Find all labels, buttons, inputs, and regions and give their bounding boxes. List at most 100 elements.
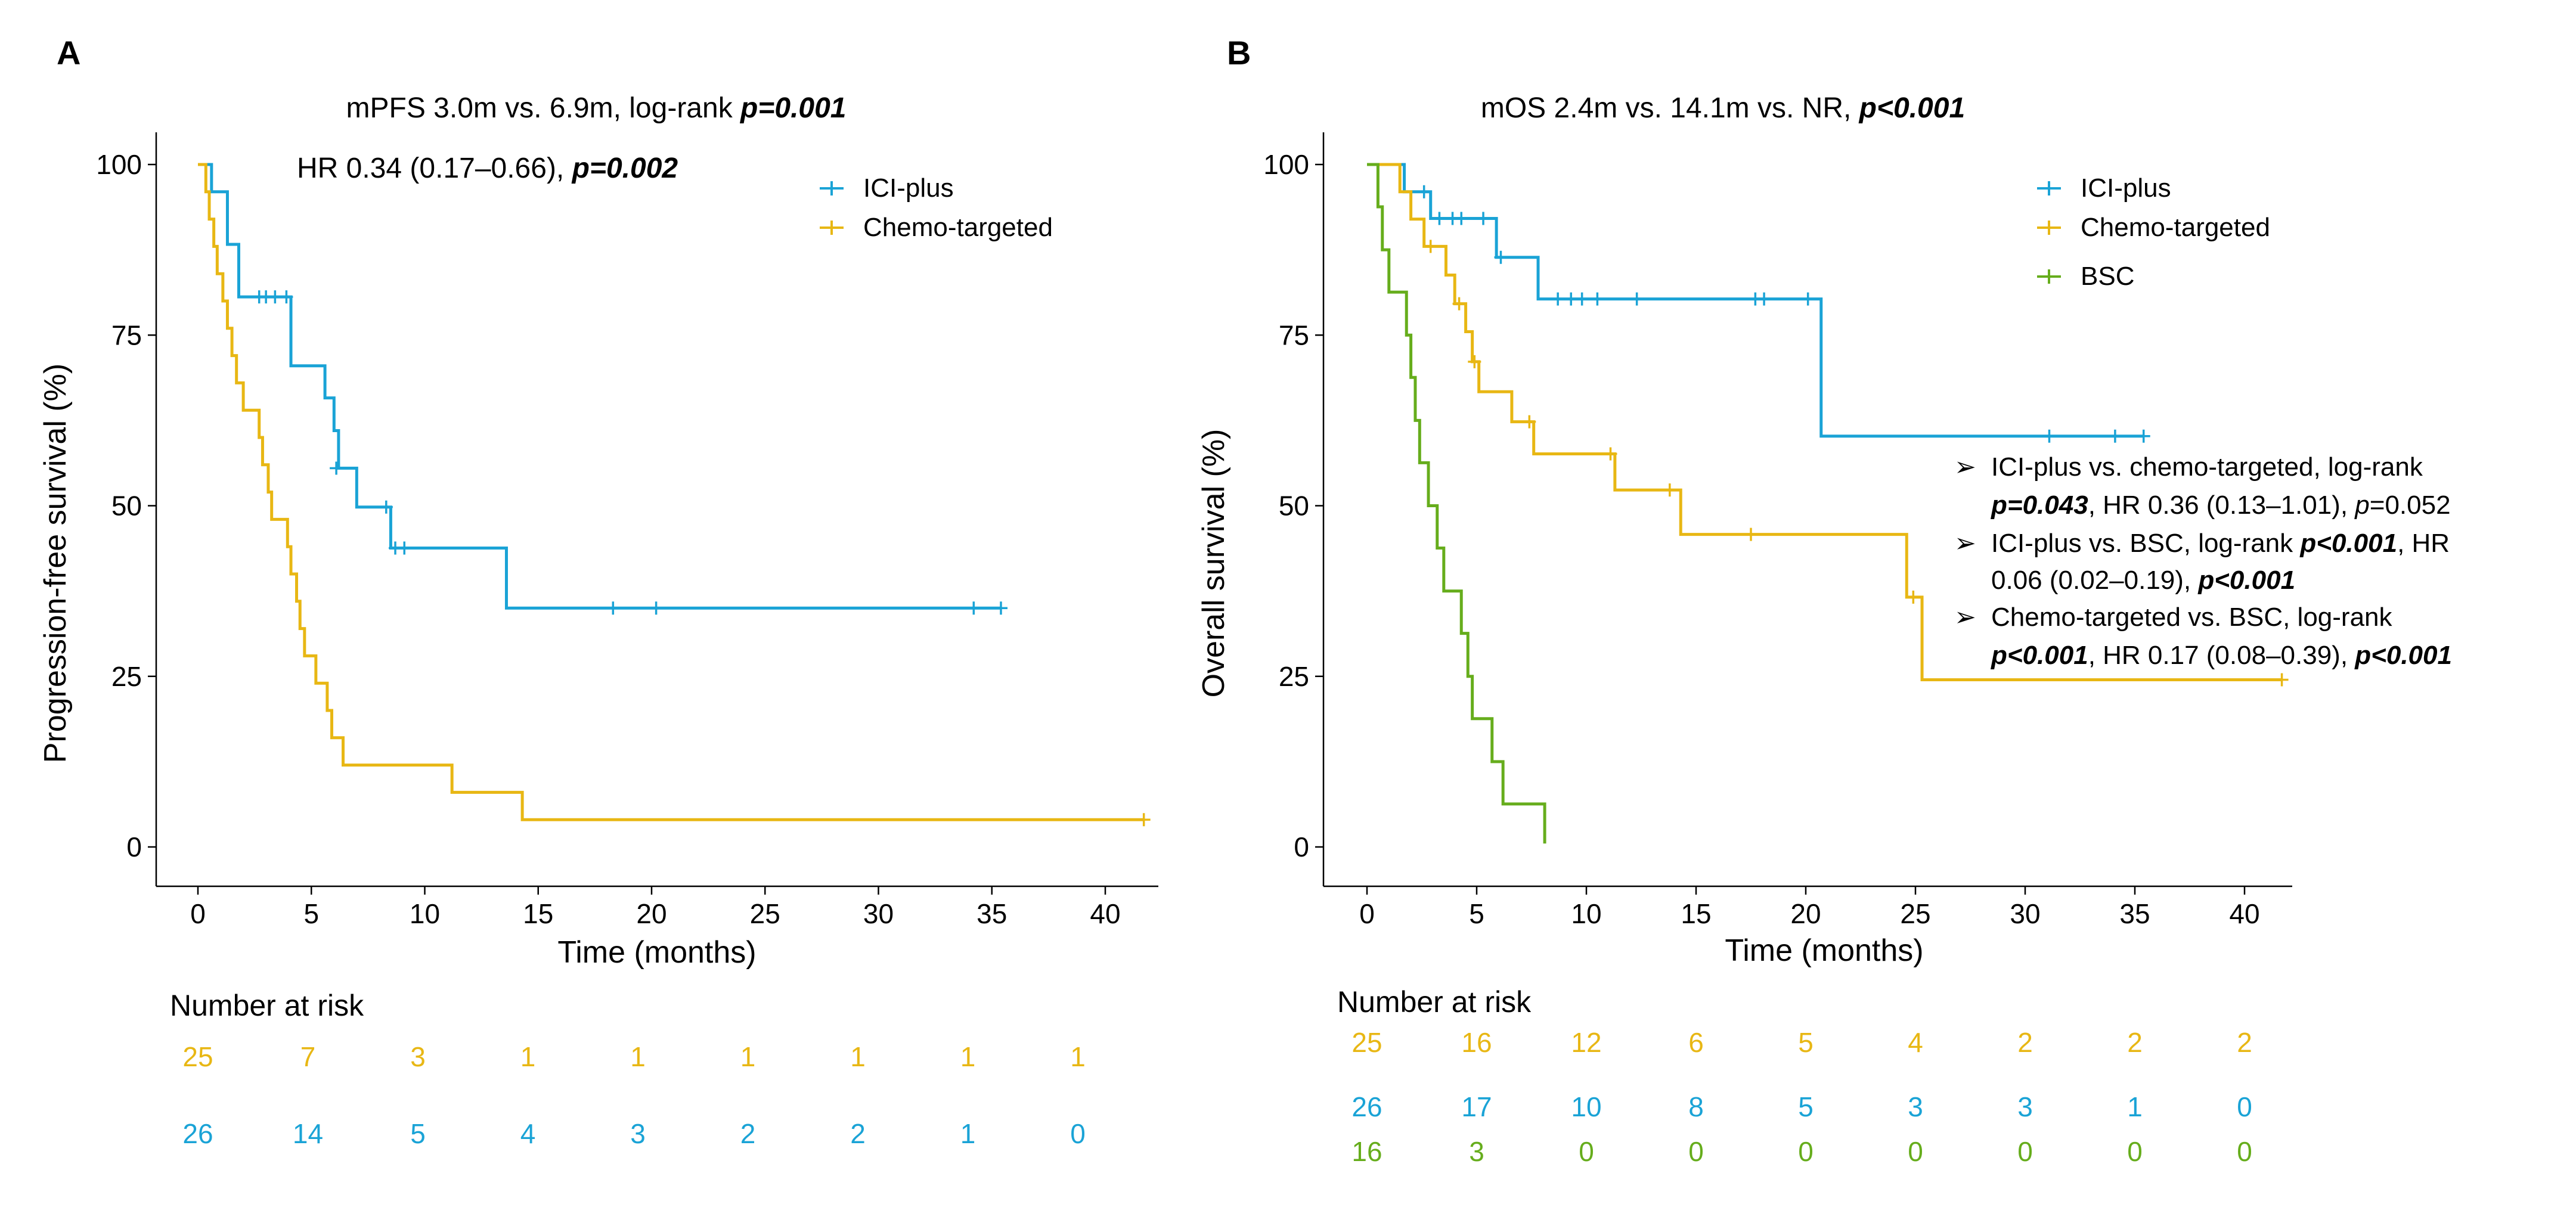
risk-count: 2 — [740, 1118, 756, 1149]
censor-mark-ici-plus — [1494, 250, 1508, 264]
panel-a-legend-chemo-key — [820, 221, 844, 235]
annotation-1-p: p=0.043 — [1991, 491, 2088, 520]
risk-count: 10 — [1571, 1091, 1601, 1122]
x-tick-label: 30 — [2010, 898, 2040, 929]
risk-count: 0 — [2237, 1091, 2252, 1122]
x-tick-label: 25 — [750, 898, 780, 929]
censor-mark-chemo-targeted — [1468, 355, 1481, 368]
y-tick-label: 100 — [1263, 149, 1309, 180]
risk-count: 2 — [2017, 1027, 2033, 1058]
risk-count: 0 — [1798, 1136, 1814, 1167]
risk-count: 0 — [2017, 1136, 2033, 1167]
risk-count: 25 — [182, 1041, 213, 1072]
x-tick-label: 10 — [410, 898, 440, 929]
risk-count: 0 — [1579, 1136, 1594, 1167]
censor-mark-ici-plus — [330, 461, 343, 475]
panel-b-legend-chemo-key — [2037, 221, 2061, 235]
risk-count: 1 — [520, 1041, 536, 1072]
annotation-1-arrow: ➢ — [1954, 452, 1976, 482]
censor-mark-chemo-targeted — [1907, 590, 1920, 604]
legend-swatch — [820, 221, 844, 235]
risk-count: 3 — [410, 1041, 426, 1072]
risk-count: 4 — [1908, 1027, 1923, 1058]
censor-mark-ici-plus — [1564, 292, 1578, 306]
risk-count: 0 — [1688, 1136, 1704, 1167]
risk-count: 7 — [300, 1041, 316, 1072]
annotation-2-hr-label: , HR — [2397, 529, 2450, 558]
risk-count: 1 — [740, 1041, 756, 1072]
risk-count: 1 — [2127, 1091, 2143, 1122]
risk-count: 3 — [2017, 1091, 2033, 1122]
x-tick-label: 0 — [190, 898, 206, 929]
legend-swatch — [2037, 181, 2061, 195]
y-tick-label: 75 — [1279, 319, 1309, 350]
censor-mark-ici-plus — [649, 601, 663, 615]
censor-mark-ici-plus — [2137, 429, 2150, 443]
km-curve-chemo-targeted — [198, 163, 1144, 821]
panel-a-subtitle: HR 0.34 (0.17–0.66), p=0.002 — [297, 153, 678, 184]
risk-count: 5 — [1798, 1091, 1814, 1122]
panel-a-title-p: p=0.001 — [739, 92, 846, 124]
panel-b-annotations: ➢ ICI-plus vs. chemo-targeted, log-rank … — [1954, 452, 2452, 670]
panel-a-curves — [198, 163, 1151, 827]
censor-mark-ici-plus — [268, 290, 282, 304]
panel-b-legend-chemo-label: Chemo-targeted — [2081, 213, 2270, 242]
risk-count: 12 — [1571, 1027, 1601, 1058]
y-tick-label: 75 — [111, 319, 142, 350]
risk-count: 3 — [1908, 1091, 1923, 1122]
km-curve-bsc — [1367, 163, 1546, 844]
panel-a-legend-ici-key — [820, 181, 844, 195]
censor-mark-ici-plus — [398, 541, 411, 555]
censor-mark-chemo-targeted — [1744, 527, 1757, 541]
censor-mark-ici-plus — [1757, 292, 1771, 306]
censor-mark-chemo-targeted — [2275, 673, 2289, 687]
risk-count: 2 — [850, 1118, 866, 1149]
panel-a-subtitle-p: p=0.002 — [571, 153, 678, 184]
annotation-3-p: p<0.001 — [1991, 641, 2088, 670]
censor-mark-chemo-targeted — [1663, 483, 1676, 497]
panel-a-subtitle-prefix: HR 0.34 (0.17–0.66), — [297, 153, 572, 184]
panel-b-risk-title: Number at risk — [1337, 985, 1532, 1019]
censor-mark-ici-plus — [379, 500, 393, 514]
risk-count: 8 — [1688, 1091, 1704, 1122]
km-curve-ici-plus — [198, 163, 1001, 610]
y-tick-label: 0 — [126, 831, 142, 862]
censor-mark-ici-plus — [2042, 429, 2056, 443]
y-tick-label: 25 — [111, 661, 142, 692]
risk-count: 26 — [182, 1118, 213, 1149]
annotation-3-line1: Chemo-targeted vs. BSC, log-rank — [1991, 603, 2393, 632]
panel-b-title: mOS 2.4m vs. 14.1m vs. NR, p<0.001 — [1481, 92, 1965, 124]
annotation-2-prefix: ICI-plus vs. BSC, log-rank — [1991, 529, 2300, 558]
risk-count: 0 — [2237, 1136, 2252, 1167]
panel-a-legend-ici-label: ICI-plus — [863, 173, 954, 203]
annotation-2-line2: 0.06 (0.02–0.19), p<0.001 — [1991, 566, 2295, 595]
censor-mark-chemo-targeted — [1452, 297, 1466, 311]
panel-b-risk-table: 25 16 12 6 5 4 2 2 226 17 10 8 5 3 3 1 016 3 0 0 0 0 0 0 0 — [1351, 1027, 2252, 1167]
censor-mark-chemo-targeted — [1604, 447, 1617, 461]
y-tick-label: 25 — [1279, 661, 1309, 692]
censor-mark-ici-plus — [994, 601, 1008, 615]
panel-b-legend-ici-label: ICI-plus — [2081, 173, 2171, 203]
censor-mark-ici-plus — [1575, 292, 1589, 306]
panel-b-curves — [1367, 163, 2289, 844]
panel-b-legend-bsc-key — [2037, 269, 2061, 284]
panel-a-risk-title: Number at risk — [170, 989, 364, 1022]
annotation-3-arrow: ➢ — [1954, 603, 1976, 632]
panel-b-legend: ICI-plus Chemo-targeted BSC — [2037, 173, 2270, 291]
annotation-1-hr: , HR 0.36 (0.13–1.01), — [2088, 491, 2355, 520]
censor-mark-ici-plus — [1801, 292, 1815, 306]
censor-mark-ici-plus — [280, 290, 293, 304]
x-tick-label: 5 — [303, 898, 319, 929]
panel-b-title-prefix: mOS 2.4m vs. 14.1m vs. NR, — [1481, 92, 1859, 124]
annotation-1-line2: p=0.043, HR 0.36 (0.13–1.01), p=0.052 — [1991, 491, 2451, 520]
annotation-1-p2-value: =0.052 — [2370, 491, 2451, 520]
annotation-1-line1: ICI-plus vs. chemo-targeted, log-rank — [1991, 452, 2423, 482]
censor-mark-ici-plus — [1630, 292, 1644, 306]
risk-count: 0 — [1908, 1136, 1923, 1167]
annotation-1-p2-label: p — [2354, 491, 2369, 520]
annotation-3-line2: p<0.001, HR 0.17 (0.08–0.39), p<0.001 — [1991, 641, 2452, 670]
risk-count: 0 — [1070, 1118, 1086, 1149]
panel-b-label: B — [1227, 34, 1251, 72]
risk-count: 1 — [960, 1118, 976, 1149]
